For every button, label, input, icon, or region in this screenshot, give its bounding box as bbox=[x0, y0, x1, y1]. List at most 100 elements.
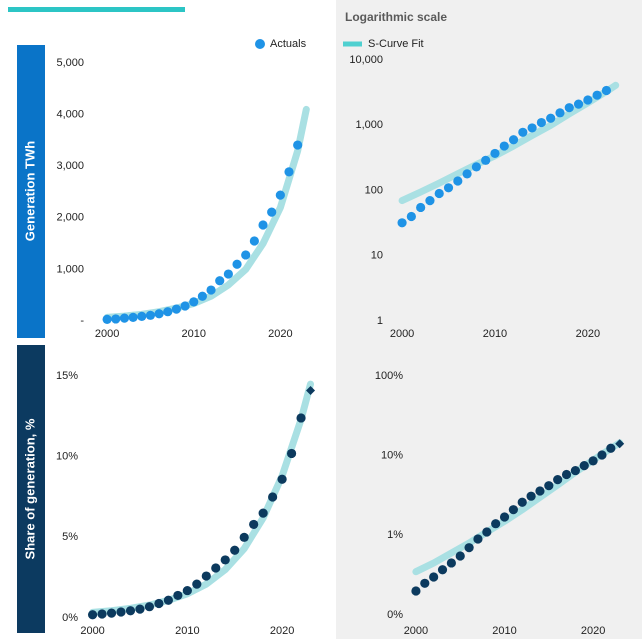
data-point bbox=[258, 220, 268, 230]
data-point bbox=[601, 85, 612, 96]
data-point bbox=[482, 527, 492, 537]
x-tick-label: 2020 bbox=[576, 328, 600, 340]
data-point bbox=[206, 285, 216, 295]
data-point bbox=[597, 450, 607, 460]
data-point bbox=[267, 207, 277, 217]
data-point bbox=[163, 595, 173, 605]
data-point bbox=[275, 190, 285, 200]
data-point bbox=[416, 202, 426, 213]
y-tick-label: 5,000 bbox=[56, 57, 84, 69]
data-point bbox=[249, 236, 259, 246]
x-tick-label: 2010 bbox=[492, 625, 516, 637]
y-tick-label: 5% bbox=[62, 531, 78, 543]
data-point bbox=[579, 461, 589, 471]
data-point bbox=[536, 117, 547, 128]
data-point bbox=[192, 579, 202, 589]
data-point bbox=[397, 218, 407, 228]
row-label-box bbox=[17, 45, 45, 338]
x-tick-label: 2010 bbox=[483, 328, 507, 340]
data-point bbox=[215, 276, 225, 286]
y-tick-label: 15% bbox=[56, 370, 78, 382]
data-point bbox=[241, 250, 251, 260]
accent-bar bbox=[8, 7, 185, 12]
data-point bbox=[135, 604, 145, 614]
fit-line bbox=[89, 380, 314, 616]
data-point bbox=[573, 99, 584, 109]
data-point bbox=[429, 572, 439, 582]
data-point bbox=[277, 474, 287, 484]
x-tick-label: 2020 bbox=[581, 625, 605, 637]
data-point bbox=[406, 211, 416, 222]
data-point bbox=[462, 169, 472, 179]
data-point bbox=[239, 532, 249, 542]
data-point bbox=[526, 491, 536, 501]
data-point bbox=[128, 312, 138, 322]
legend-marker bbox=[255, 39, 265, 49]
data-point bbox=[420, 578, 430, 588]
data-point bbox=[180, 301, 190, 311]
data-point bbox=[87, 610, 98, 620]
y-tick-label: 100% bbox=[375, 370, 403, 382]
data-point bbox=[471, 162, 481, 172]
row-label: Share of generation, % bbox=[22, 418, 37, 559]
data-point bbox=[296, 413, 306, 423]
data-point bbox=[232, 259, 242, 269]
data-point bbox=[544, 481, 554, 491]
data-point bbox=[508, 505, 518, 515]
data-point bbox=[535, 486, 545, 496]
data-point bbox=[249, 519, 259, 530]
data-point bbox=[145, 310, 156, 320]
data-point bbox=[306, 386, 316, 396]
y-tick-label: 10% bbox=[381, 450, 403, 462]
data-point bbox=[171, 304, 182, 314]
data-point bbox=[163, 307, 173, 317]
data-point bbox=[446, 558, 456, 568]
data-point bbox=[553, 475, 563, 485]
x-tick-label: 2020 bbox=[268, 328, 292, 340]
data-point bbox=[220, 555, 230, 565]
data-point bbox=[125, 606, 136, 616]
data-point bbox=[564, 103, 574, 113]
data-point bbox=[455, 551, 465, 561]
data-point bbox=[182, 585, 192, 596]
data-point bbox=[517, 497, 527, 507]
fit-line bbox=[103, 105, 310, 321]
data-point bbox=[258, 508, 268, 518]
x-tick-label: 2000 bbox=[404, 625, 428, 637]
data-point bbox=[211, 563, 221, 573]
data-point bbox=[189, 297, 199, 307]
data-point bbox=[434, 188, 444, 199]
y-tick-label: 1,000 bbox=[355, 119, 383, 131]
data-point bbox=[102, 314, 112, 324]
legend-label: S-Curve Fit bbox=[368, 38, 424, 50]
x-tick-label: 2000 bbox=[390, 328, 414, 340]
x-tick-label: 2000 bbox=[95, 328, 119, 340]
data-point bbox=[508, 135, 519, 145]
y-tick-label: 10,000 bbox=[349, 54, 383, 66]
data-point bbox=[119, 313, 130, 323]
y-tick-label: 1,000 bbox=[56, 263, 84, 275]
data-point bbox=[592, 90, 602, 100]
data-point bbox=[546, 113, 556, 123]
data-point bbox=[518, 127, 528, 137]
data-point bbox=[425, 196, 435, 206]
data-point bbox=[201, 571, 211, 581]
y-tick-label: 3,000 bbox=[56, 160, 84, 172]
data-point bbox=[411, 586, 421, 596]
data-point bbox=[491, 519, 501, 529]
data-point bbox=[583, 95, 593, 105]
data-point bbox=[490, 148, 500, 159]
data-point bbox=[106, 608, 117, 618]
data-point bbox=[111, 314, 121, 324]
y-tick-label: 0% bbox=[62, 612, 78, 624]
legend-label: Actuals bbox=[270, 38, 307, 50]
y-tick-label: 4,000 bbox=[56, 109, 84, 121]
y-tick-label: - bbox=[80, 315, 84, 327]
y-tick-label: 1% bbox=[387, 529, 403, 541]
y-tick-label: 100 bbox=[365, 184, 383, 196]
x-tick-label: 2000 bbox=[80, 625, 104, 637]
data-point bbox=[570, 465, 580, 476]
data-point bbox=[293, 140, 303, 150]
x-tick-label: 2020 bbox=[270, 625, 294, 637]
data-point bbox=[555, 108, 565, 118]
